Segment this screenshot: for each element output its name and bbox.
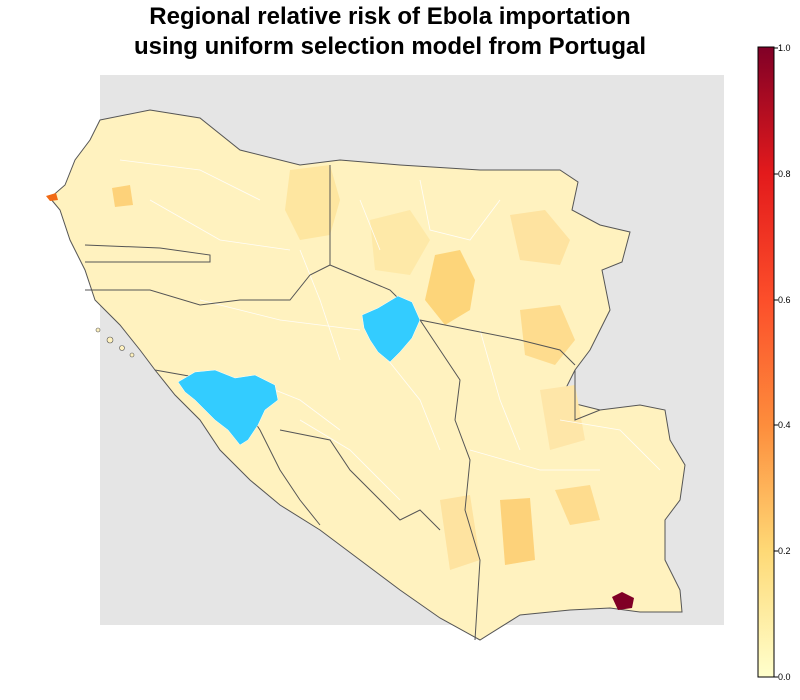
map-title-line-1: Regional relative risk of Ebola importat…	[149, 3, 631, 30]
map-title: Regional relative risk of Ebola importat…	[0, 2, 780, 62]
colorbar-ticks	[774, 47, 778, 678]
region-south-3	[440, 495, 480, 570]
region-south-2	[555, 485, 600, 525]
risk-region-dakar	[46, 193, 58, 201]
internal-region-borders	[119, 159, 661, 501]
colorbar-tick-label-1-0: 1.0	[778, 43, 791, 53]
map-title-line-2: using uniform selection model from Portu…	[133, 33, 647, 60]
region-mali-central	[370, 210, 430, 275]
colorbar-tick-label-0-4: 0.4	[778, 420, 791, 430]
region-central-4	[540, 385, 585, 450]
region-burkina-central	[425, 250, 475, 325]
region-east-1	[510, 210, 570, 265]
colorbar-tick-label-0-2: 0.2	[778, 546, 791, 556]
outbreak-region-guinea	[361, 295, 421, 363]
high-risk-region-abidjan	[612, 592, 634, 610]
region-mali-north	[285, 165, 340, 240]
region-west-small	[112, 185, 133, 207]
region-south-1	[500, 498, 535, 565]
outbreak-region-sierra-leone-liberia	[177, 369, 279, 446]
colorbar-gradient	[757, 46, 775, 678]
colorbar-tick-label-0-0: 0.0	[778, 672, 791, 682]
coastal-islands	[95, 327, 135, 358]
colorbar-tick-label-0-6: 0.6	[778, 295, 791, 305]
colorbar-tick-label-0-8: 0.8	[778, 169, 791, 179]
region-east-2	[520, 305, 575, 365]
